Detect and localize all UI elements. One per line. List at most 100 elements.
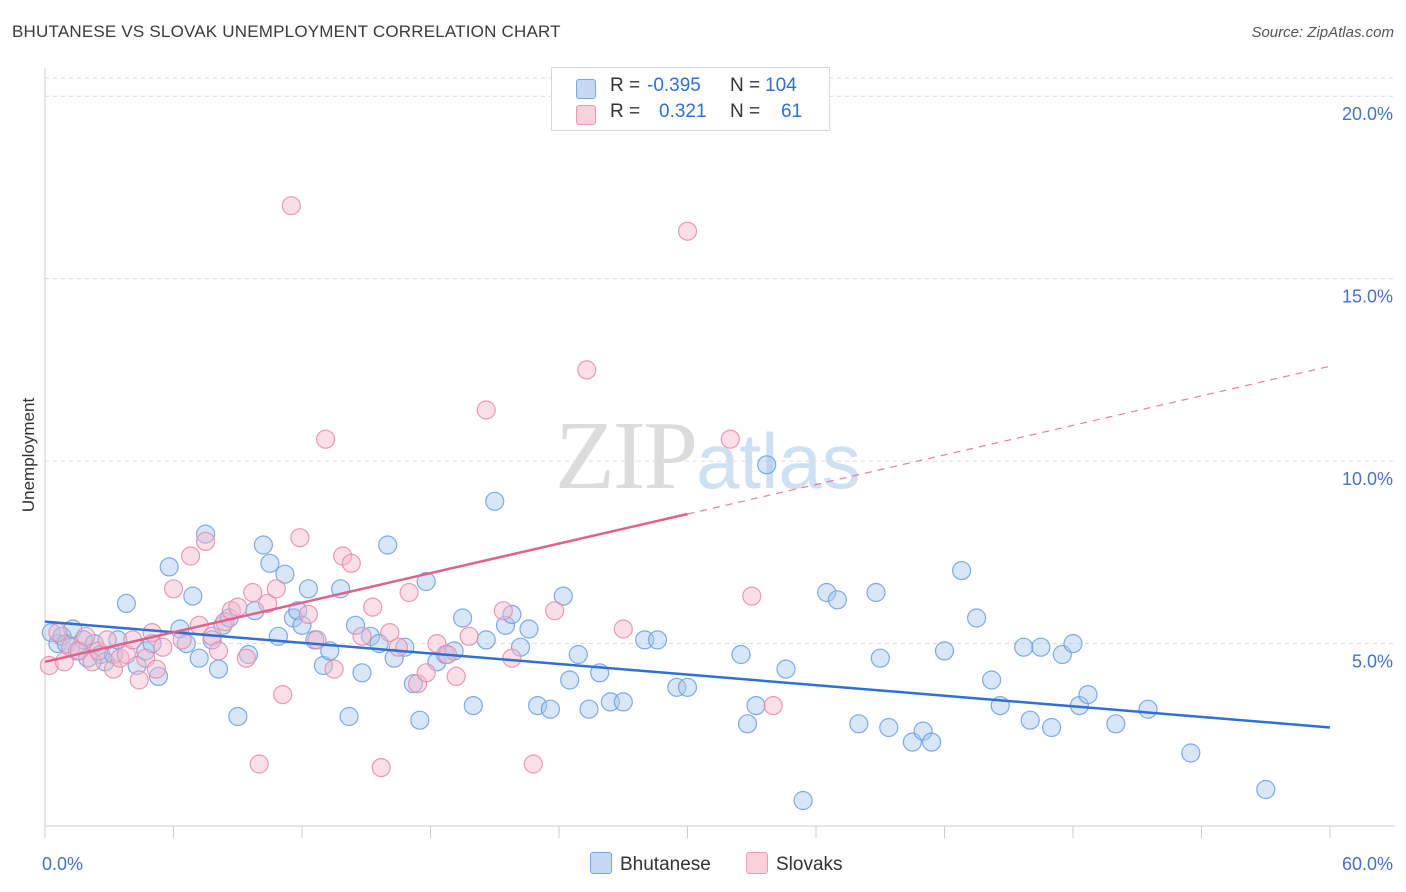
source-label: Source: ZipAtlas.com	[1251, 24, 1394, 41]
bottom-legend-bhutanese: Bhutanese	[590, 852, 711, 876]
point-slovaks	[153, 637, 173, 657]
point-slovaks	[352, 626, 372, 646]
point-slovaks	[97, 630, 117, 650]
point-slovaks	[266, 579, 286, 599]
point-slovaks	[388, 637, 408, 657]
point-slovaks	[493, 601, 513, 621]
point-slovaks	[523, 754, 543, 774]
legend-n-value: 61	[781, 101, 803, 122]
point-slovaks	[316, 429, 336, 449]
point-bhutanese	[560, 670, 580, 690]
point-bhutanese	[260, 553, 280, 573]
trend-line-extension-slovaks	[687, 365, 1331, 515]
grid-lines	[45, 77, 1395, 645]
legend-row-bhutanese: R = -0.395 N = 104	[552, 75, 829, 101]
point-bhutanese	[540, 699, 561, 719]
point-bhutanese	[731, 644, 751, 665]
point-slovaks	[208, 641, 229, 661]
legend-r-label: R =	[610, 75, 641, 96]
point-slovaks	[196, 531, 216, 552]
point-slovaks	[502, 648, 522, 668]
point-slovaks	[341, 553, 361, 573]
x-tick-label: 60.0%	[1342, 854, 1393, 874]
point-slovaks	[298, 604, 318, 625]
y-tick-label: 15.0%	[1342, 287, 1393, 307]
point-bhutanese	[677, 677, 698, 697]
trend-line-bhutanese	[44, 620, 1331, 729]
point-bhutanese	[579, 699, 599, 719]
point-bhutanese	[378, 535, 398, 555]
point-bhutanese	[208, 659, 229, 679]
point-bhutanese	[519, 619, 539, 639]
point-bhutanese	[1020, 710, 1040, 730]
point-bhutanese	[934, 641, 955, 661]
point-slovaks	[290, 528, 310, 548]
point-bhutanese	[1031, 637, 1051, 657]
x-tick-label: 0.0%	[42, 854, 83, 874]
point-bhutanese	[1014, 637, 1034, 657]
point-bhutanese	[647, 630, 668, 650]
point-slovaks	[146, 659, 166, 679]
point-bhutanese	[553, 586, 573, 606]
legend-n-label: N =	[730, 75, 761, 96]
point-bhutanese	[339, 706, 359, 727]
point-bhutanese	[253, 535, 273, 555]
bottom-legend-slovaks: Slovaks	[746, 852, 843, 876]
point-slovaks	[545, 601, 565, 621]
correlation-legend: R = -0.395 N = 104 R = 0.321 N = 61	[551, 67, 830, 131]
point-bhutanese	[921, 732, 942, 752]
point-slovaks	[363, 597, 383, 617]
point-bhutanese	[189, 648, 209, 668]
point-slovaks	[82, 652, 102, 672]
point-slovaks	[281, 196, 301, 216]
point-bhutanese	[667, 677, 687, 697]
point-bhutanese	[866, 582, 886, 603]
trend-line-slovaks	[44, 512, 688, 664]
point-bhutanese	[776, 659, 796, 679]
point-bhutanese	[817, 582, 837, 603]
point-bhutanese	[345, 615, 366, 635]
point-bhutanese	[1256, 779, 1276, 800]
point-bhutanese	[410, 710, 430, 730]
point-bhutanese	[352, 663, 372, 683]
y-tick-label: 10.0%	[1342, 469, 1393, 489]
point-bhutanese	[148, 666, 169, 687]
legend-n-value: 104	[765, 75, 797, 96]
point-bhutanese	[41, 622, 62, 643]
point-slovaks	[273, 684, 293, 705]
point-bhutanese	[476, 630, 496, 650]
point-bhutanese	[757, 455, 777, 475]
legend-swatch-slovaks	[576, 105, 596, 125]
point-slovaks	[249, 754, 269, 774]
point-slovaks	[416, 663, 436, 683]
point-bhutanese	[827, 590, 848, 610]
point-slovaks	[103, 659, 124, 679]
bottom-legend-swatch-slovaks	[746, 852, 768, 874]
point-bhutanese	[463, 695, 483, 716]
point-slovaks	[577, 360, 597, 380]
point-bhutanese	[966, 608, 987, 628]
y-tick-label: 5.0%	[1352, 652, 1393, 672]
watermark: ZIPatlas	[555, 400, 861, 512]
point-slovaks	[129, 670, 149, 690]
point-bhutanese	[292, 615, 312, 635]
point-bhutanese	[1063, 633, 1083, 654]
point-slovaks	[677, 221, 698, 241]
point-bhutanese	[1106, 714, 1126, 734]
point-slovaks	[742, 586, 762, 606]
legend-r-value: 0.321	[659, 101, 707, 122]
point-slovaks	[307, 630, 327, 650]
point-bhutanese	[416, 571, 436, 592]
legend-n-label: N =	[730, 101, 761, 122]
point-bhutanese	[275, 564, 295, 584]
y-tick-label: 20.0%	[1342, 104, 1393, 124]
point-slovaks	[399, 582, 419, 603]
legend-r-label: R =	[610, 101, 641, 122]
point-bhutanese	[495, 615, 516, 635]
point-bhutanese	[527, 695, 548, 716]
point-slovaks	[446, 666, 466, 687]
point-slovaks	[243, 582, 263, 603]
watermark-zip: ZIP	[555, 402, 698, 510]
point-bhutanese	[1181, 743, 1201, 763]
